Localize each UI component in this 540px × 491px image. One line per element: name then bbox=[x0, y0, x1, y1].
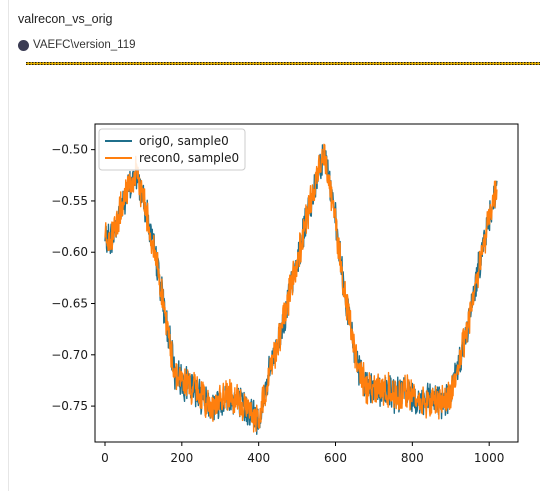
x-tick-label: 600 bbox=[324, 451, 347, 465]
x-tick-label: 200 bbox=[170, 451, 193, 465]
legend-label: recon0, sample0 bbox=[139, 151, 239, 165]
x-tick-label: 400 bbox=[247, 451, 270, 465]
legend-box bbox=[98, 128, 246, 171]
run-color-dot bbox=[18, 39, 29, 51]
legend: orig0, sample0 recon0, sample0 bbox=[98, 128, 246, 171]
x-tick-label: 0 bbox=[101, 451, 109, 465]
x-tick-label: 1000 bbox=[474, 451, 505, 465]
axis-ticks: 0 200 400 600 800 1000 −0.50 −0.55 −0.60 −0.65 −0.… bbox=[51, 143, 504, 465]
y-tick-label: −0.50 bbox=[51, 143, 88, 157]
dotted-divider bbox=[26, 62, 540, 65]
panel-left-border bbox=[8, 0, 9, 491]
legend-label: orig0, sample0 bbox=[139, 134, 229, 148]
y-tick-label: −0.60 bbox=[51, 245, 88, 259]
y-tick-label: −0.55 bbox=[51, 194, 88, 208]
x-tick-label: 800 bbox=[401, 451, 424, 465]
series-line-orig bbox=[104, 144, 498, 435]
run-legend[interactable]: VAEFC\version_119 bbox=[18, 37, 135, 53]
panel-title: valrecon_vs_orig bbox=[18, 12, 113, 26]
run-label: VAEFC\version_119 bbox=[33, 39, 136, 51]
series-line-recon bbox=[104, 143, 498, 433]
series-lines bbox=[104, 143, 498, 435]
y-tick-label: −0.65 bbox=[51, 297, 88, 311]
plot-frame bbox=[94, 123, 519, 443]
y-tick-label: −0.70 bbox=[51, 348, 88, 362]
y-tick-label: −0.75 bbox=[51, 399, 88, 413]
